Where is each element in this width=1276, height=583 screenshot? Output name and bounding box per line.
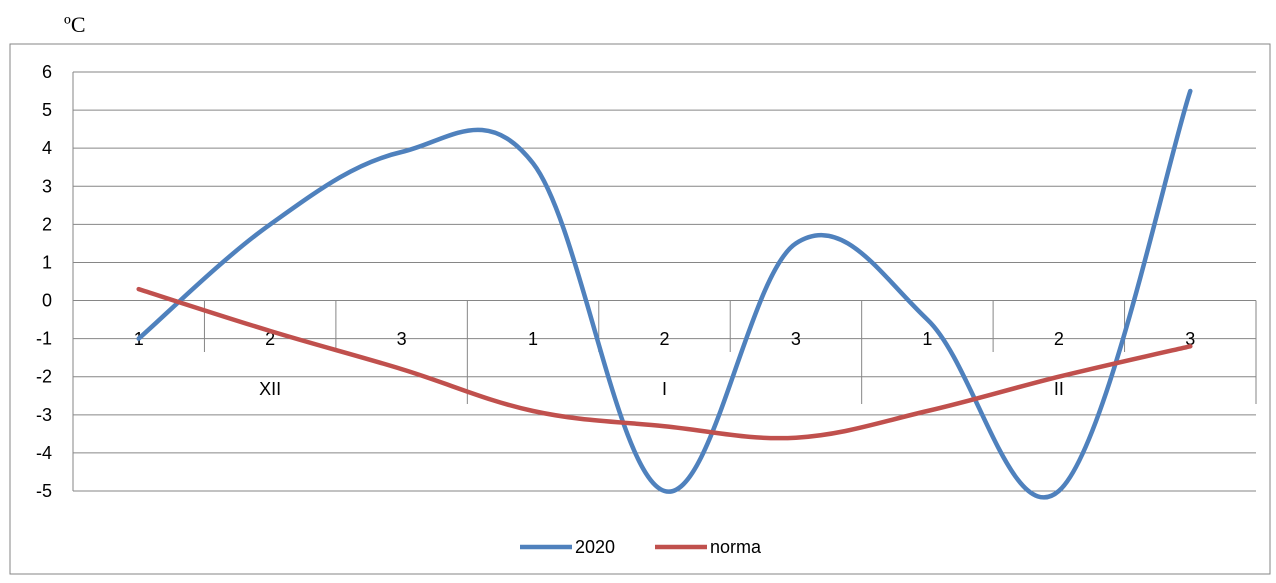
series-line-norma (136, 286, 1193, 441)
x-tick-label: 3 (1185, 329, 1195, 349)
y-tick-label: 0 (42, 291, 52, 311)
x-tick-label: 1 (922, 329, 932, 349)
chart-frame (9, 43, 1271, 575)
x-group-label: I (662, 379, 667, 399)
axes (72, 72, 1257, 491)
x-tick-label: 2 (265, 329, 275, 349)
y-tick-label: 4 (42, 138, 52, 158)
x-group-label: XII (259, 379, 281, 399)
y-tick-label: -3 (36, 405, 52, 425)
y-tick-label: 2 (42, 214, 52, 234)
y-tick-label: -5 (36, 481, 52, 501)
y-tick-labels: 6 5 4 3 2 1 0 -1 -2 -3 -4 -5 (36, 62, 52, 501)
y-tick-label: 5 (42, 100, 52, 120)
legend-label-2020: 2020 (575, 537, 615, 557)
y-tick-label: -4 (36, 443, 52, 463)
y-tick-label: -1 (36, 329, 52, 349)
legend: 2020 norma (520, 537, 762, 557)
x-tick-label: 3 (397, 329, 407, 349)
x-tick-label: 2 (659, 329, 669, 349)
y-tick-label: 1 (42, 252, 52, 272)
x-tick-label: 1 (528, 329, 538, 349)
y-tick-label: 6 (42, 62, 52, 82)
legend-label-norma: norma (710, 537, 762, 557)
y-unit-label: ºC (64, 12, 86, 37)
x-group-labels: XII I II (259, 379, 1064, 399)
x-group-label: II (1054, 379, 1064, 399)
x-tick-label: 2 (1054, 329, 1064, 349)
series-line-2020 (136, 88, 1193, 500)
series-lines (136, 88, 1193, 500)
x-tick-label: 3 (791, 329, 801, 349)
y-tick-label: -2 (36, 367, 52, 387)
y-tick-label: 3 (42, 176, 52, 196)
